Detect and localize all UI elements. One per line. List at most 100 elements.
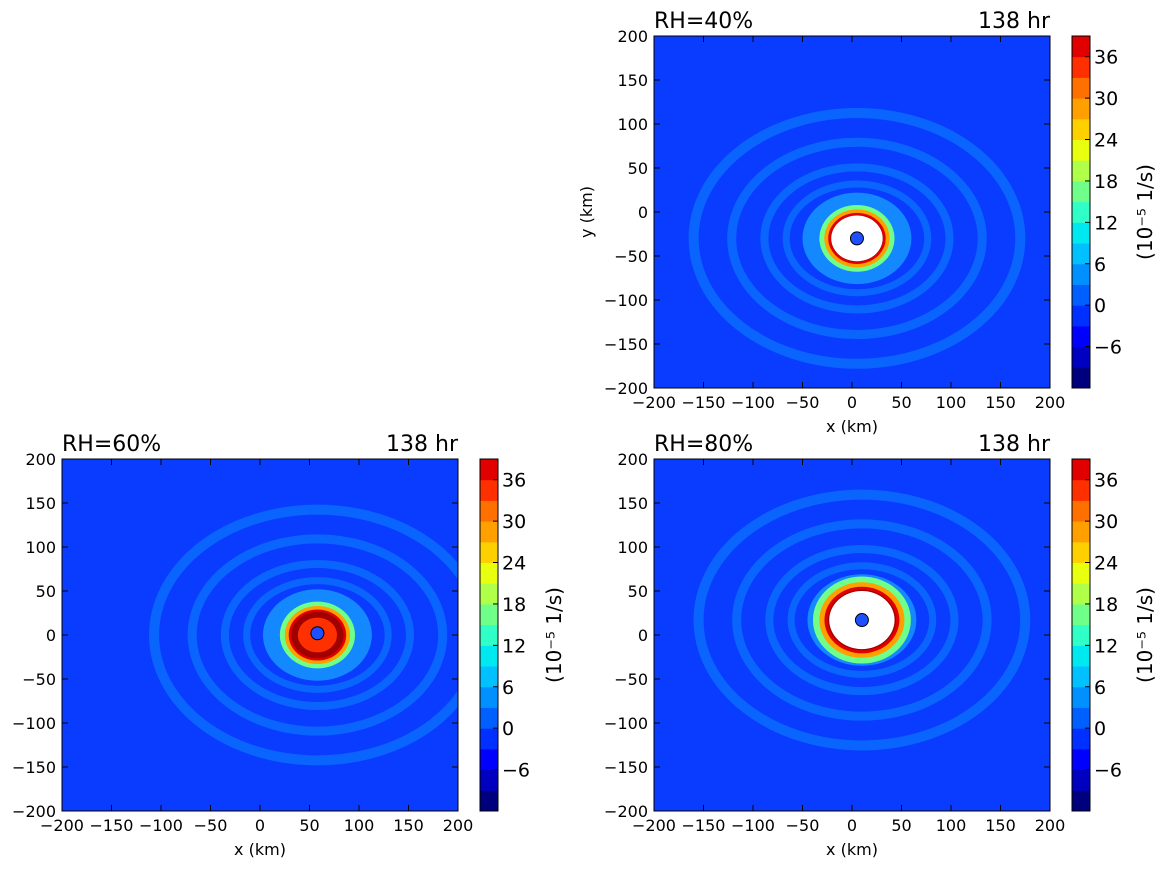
colorbar-segment: [1072, 790, 1090, 812]
colorbar-tick-label: 30: [1094, 511, 1118, 533]
x-tick-label: 100: [936, 816, 967, 835]
colorbar-tick-label: 36: [1094, 470, 1118, 492]
colorbar-segment: [480, 666, 498, 688]
x-tick-label: −150: [682, 393, 726, 412]
colorbar-segment: [1072, 541, 1090, 564]
spiral-band: [732, 519, 992, 721]
y-tick-label: 50: [36, 582, 56, 601]
colorbar-segment: [480, 459, 498, 481]
colorbar-label: (10⁻⁵ 1/s): [542, 587, 566, 683]
x-tick-label: 50: [891, 816, 911, 835]
y-tick-label: −50: [22, 670, 56, 689]
colorbar-segment: [480, 583, 498, 605]
y-tick-label: −200: [12, 802, 56, 821]
colorbar-segment: [1072, 305, 1090, 327]
spiral-band: [760, 163, 954, 314]
colorbar-frame: [1071, 458, 1091, 812]
x-tick-label: 100: [344, 816, 375, 835]
colorbar-segment: [1072, 645, 1090, 667]
colorbar-tick-label: 12: [502, 635, 526, 657]
x-tick-label: −150: [682, 816, 726, 835]
y-tick-label: −100: [12, 714, 56, 733]
colorbar-segment: [480, 624, 498, 646]
axis-ticks: −200 −150 −100 −50 0 50 100 150 200−200−150−100−…: [604, 450, 1065, 835]
colorbar-segment: [1072, 77, 1090, 99]
colorbar-tick-label: 18: [502, 594, 526, 616]
colorbar-segment: [1072, 180, 1090, 203]
colorbar-tick-label: 24: [502, 553, 526, 575]
y-tick-label: 100: [617, 115, 648, 134]
y-tick-label: −150: [604, 335, 648, 354]
y-tick-label: 100: [25, 538, 56, 557]
colorbar-tick-label: −6: [502, 760, 530, 782]
colorbar-segment: [480, 479, 498, 501]
colorbar-segment: [1072, 583, 1090, 605]
colorbar-tick-label: 12: [1094, 635, 1118, 657]
field-background: [62, 459, 458, 811]
colorbar-segment: [1072, 666, 1090, 688]
colorbar-tick-label: 18: [1094, 171, 1118, 193]
panel-title-left: RH=60%: [62, 432, 161, 457]
x-tick-label: 200: [1035, 393, 1066, 412]
colorbar-segment: [1072, 243, 1090, 265]
colorbar-segment: [1072, 748, 1090, 771]
colorbar-segment: [1072, 118, 1090, 141]
colorbar-segment: [1072, 521, 1090, 543]
colorbar-segment: [480, 686, 498, 708]
spiral-band: [765, 544, 959, 696]
colorbar: −6 0 6 12 18 24 30 36: [1071, 458, 1122, 812]
storm-center-marker: [849, 231, 864, 246]
colorbar-segment: [480, 645, 498, 667]
x-tick-label: −200: [632, 816, 676, 835]
y-tick-label: 200: [25, 450, 56, 469]
panel-rh80: RH=80% 138 hr −200 −150 −100 −50 0 50 100 150 20…: [604, 432, 1157, 859]
spiral-band: [688, 107, 1026, 369]
y-tick-label: 0: [638, 626, 648, 645]
panel-title-right: 138 hr: [386, 432, 459, 457]
colorbar-label: (10⁻⁵ 1/s): [1133, 164, 1157, 260]
x-tick-label: 0: [847, 816, 857, 835]
colorbar-segment: [1072, 367, 1090, 389]
colorbar-tick-label: 30: [1094, 88, 1118, 110]
spiral-band: [787, 562, 937, 678]
colorbar-tick-label: 36: [502, 470, 526, 492]
spiral-band: [727, 137, 987, 340]
colorbar-tick-label: 6: [1094, 254, 1106, 276]
colorbar-segment: [1072, 222, 1090, 244]
x-tick-label: −100: [731, 393, 775, 412]
spiral-band: [243, 577, 392, 693]
colorbar-segment: [1072, 325, 1090, 348]
x-tick-label: −150: [90, 816, 134, 835]
colorbar-segment: [480, 769, 498, 791]
colorbar-segment: [1072, 160, 1090, 182]
y-tick-label: 0: [46, 626, 56, 645]
x-tick-label: −100: [139, 816, 183, 835]
axis-ticks: −200 −150 −100 −50 0 50 100 150 200−200−150−100−…: [12, 450, 473, 835]
x-tick-label: 150: [985, 393, 1016, 412]
x-tick-label: 150: [985, 816, 1016, 835]
x-axis-label: x (km): [826, 417, 878, 436]
colorbar-tick-label: 6: [502, 677, 514, 699]
x-tick-label: 0: [255, 816, 265, 835]
colorbar-tick-label: 0: [502, 718, 514, 740]
colorbar: −6 0 6 12 18 24 30 36: [1071, 35, 1122, 389]
y-tick-label: 200: [617, 450, 648, 469]
x-tick-label: 100: [936, 393, 967, 412]
x-tick-label: 150: [393, 816, 424, 835]
colorbar-segment: [480, 500, 498, 522]
colorbar-segment: [1072, 201, 1090, 223]
y-tick-label: −50: [614, 670, 648, 689]
y-tick-label: 0: [638, 203, 648, 222]
y-tick-label: −150: [604, 758, 648, 777]
spiral-band: [693, 489, 1031, 751]
colorbar: −6 0 6 12 18 24 30 36: [479, 458, 530, 812]
y-tick-label: 200: [617, 27, 648, 46]
colorbar-segment: [480, 541, 498, 564]
colorbar-label: (10⁻⁵ 1/s): [1133, 587, 1157, 683]
vorticity-field: [654, 459, 1050, 811]
y-tick-label: −150: [12, 758, 56, 777]
colorbar-segment: [1072, 36, 1090, 58]
panel-title-left: RH=80%: [654, 432, 753, 457]
y-tick-label: −50: [614, 247, 648, 266]
